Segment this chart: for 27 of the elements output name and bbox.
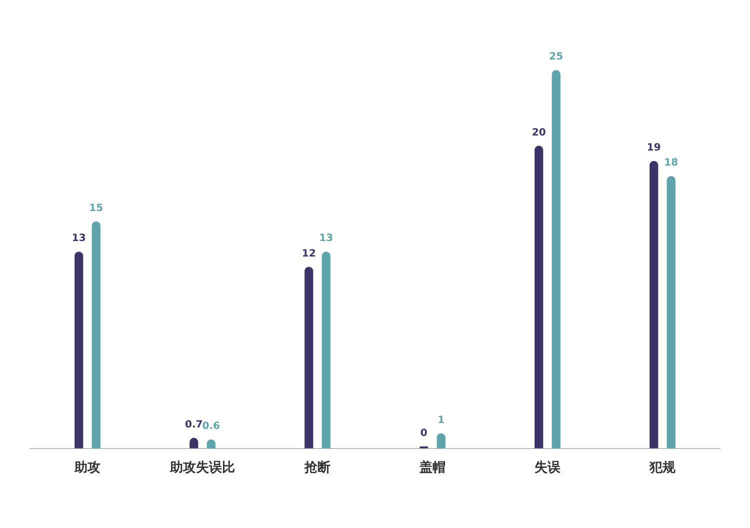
x-tick-label: 助攻失误比 [169, 460, 235, 476]
bar [534, 146, 544, 448]
bar [74, 252, 84, 448]
data-label: 12 [302, 248, 316, 260]
x-tick-label: 失误 [534, 460, 562, 476]
data-label: 15 [89, 202, 104, 214]
x-tick-label: 助攻 [74, 460, 100, 476]
bar [552, 70, 560, 448]
data-label: 0.6 [202, 420, 220, 432]
data-label: 0.7 [185, 419, 203, 430]
data-label: 1 [438, 414, 445, 426]
x-tick-label: 盖帽 [420, 460, 446, 476]
bar [666, 176, 676, 448]
bar [304, 266, 314, 448]
data-label: 13 [72, 233, 86, 244]
data-label: 19 [646, 142, 661, 154]
bar [436, 433, 446, 448]
data-label: 18 [664, 158, 678, 169]
data-label: 20 [532, 127, 546, 138]
data-label: 13 [319, 233, 334, 244]
data-label: 0 [420, 428, 428, 439]
x-tick-label: 犯规 [648, 460, 676, 476]
bar [322, 252, 330, 448]
bar [92, 221, 100, 448]
bar [650, 160, 658, 448]
x-tick-label: 抢断 [304, 460, 330, 476]
data-label: 25 [549, 52, 564, 63]
